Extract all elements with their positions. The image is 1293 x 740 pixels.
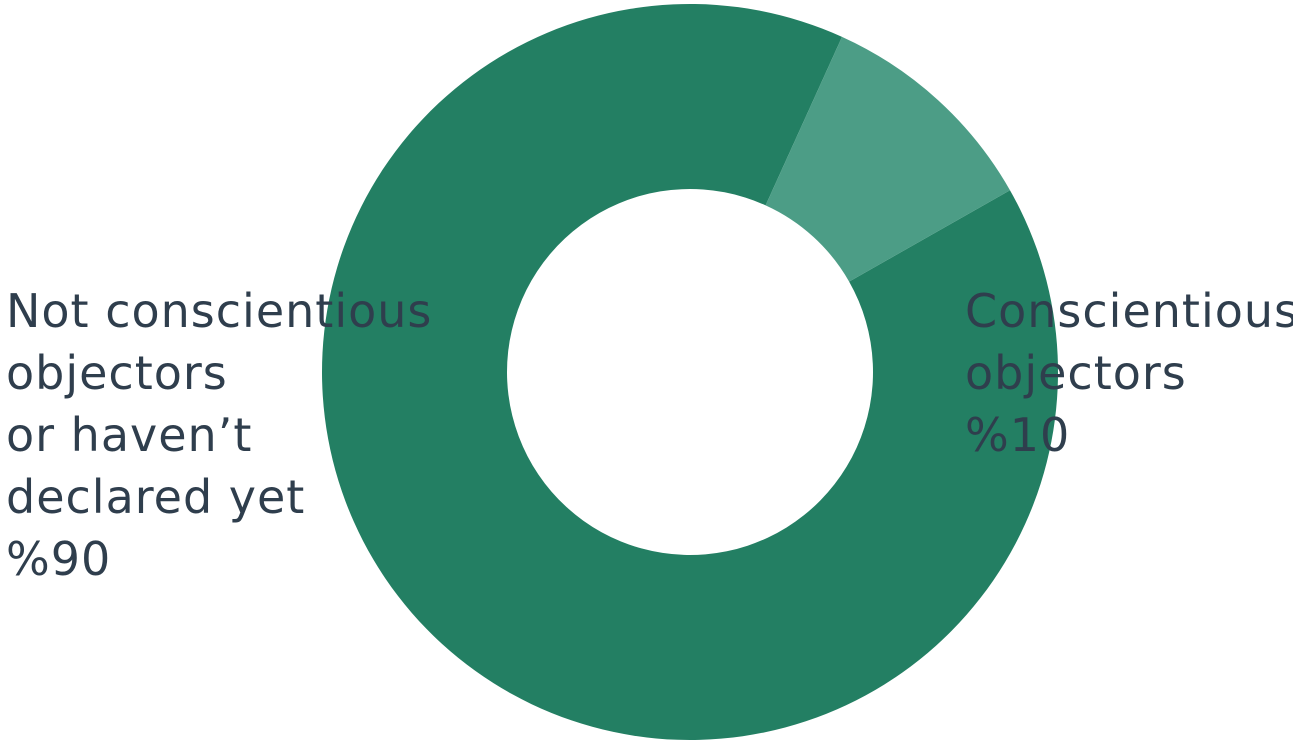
slice-label-not-conscientious-objectors: Not conscientious objectors or haven’t d… xyxy=(6,280,432,590)
value-label: %90 xyxy=(6,532,112,586)
label-line: Not conscientious xyxy=(6,284,433,338)
label-line: objectors xyxy=(6,346,228,400)
slice-label-conscientious-objectors: Conscientious objectors %10 xyxy=(965,280,1293,466)
label-line: or haven’t xyxy=(6,408,253,462)
value-label: %10 xyxy=(965,408,1071,462)
slice-not-conscientious-objectors xyxy=(322,4,1058,740)
slice-conscientious-objectors xyxy=(765,36,1010,282)
label-line: objectors xyxy=(965,346,1187,400)
label-line: declared yet xyxy=(6,470,306,524)
label-line: Conscientious xyxy=(965,284,1293,338)
